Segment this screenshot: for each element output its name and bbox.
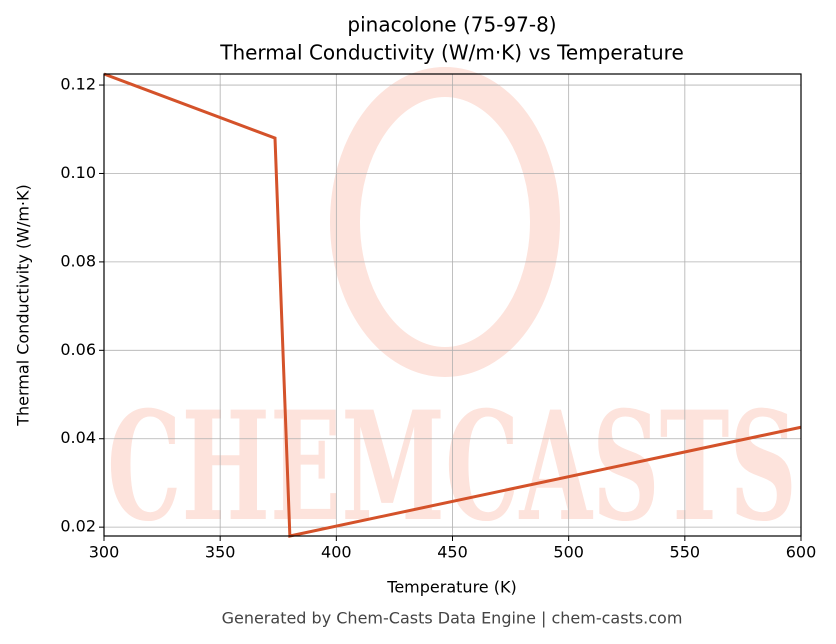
watermark-logo [330,67,560,377]
chart-subtitle: Thermal Conductivity (W/m·K) vs Temperat… [219,41,684,65]
y-tick-label: 0.02 [60,517,96,536]
chart-title: pinacolone (75-97-8) [347,13,556,37]
y-tick-label: 0.06 [60,340,96,359]
y-tick-label: 0.08 [60,251,96,270]
x-axis-label: Temperature (K) [386,578,516,597]
x-tick-label: 550 [670,543,701,562]
x-tick-label: 500 [553,543,584,562]
y-tick-label: 0.04 [60,428,96,447]
plot-frame [103,73,802,537]
x-tick-label: 450 [437,543,468,562]
watermark: CHEMCASTS [107,379,797,555]
x-tick-label: 300 [89,543,120,562]
x-tick-label: 400 [321,543,352,562]
y-tick-label: 0.12 [60,75,96,94]
data-line [103,72,802,538]
footer: Generated by Chem-Casts Data Engine | ch… [222,609,683,628]
x-tick-label: 350 [205,543,236,562]
x-tick-label: 600 [786,543,817,562]
y-axis-label: Thermal Conductivity (W/m·K) [14,184,33,427]
y-tick-label: 0.10 [60,163,96,182]
